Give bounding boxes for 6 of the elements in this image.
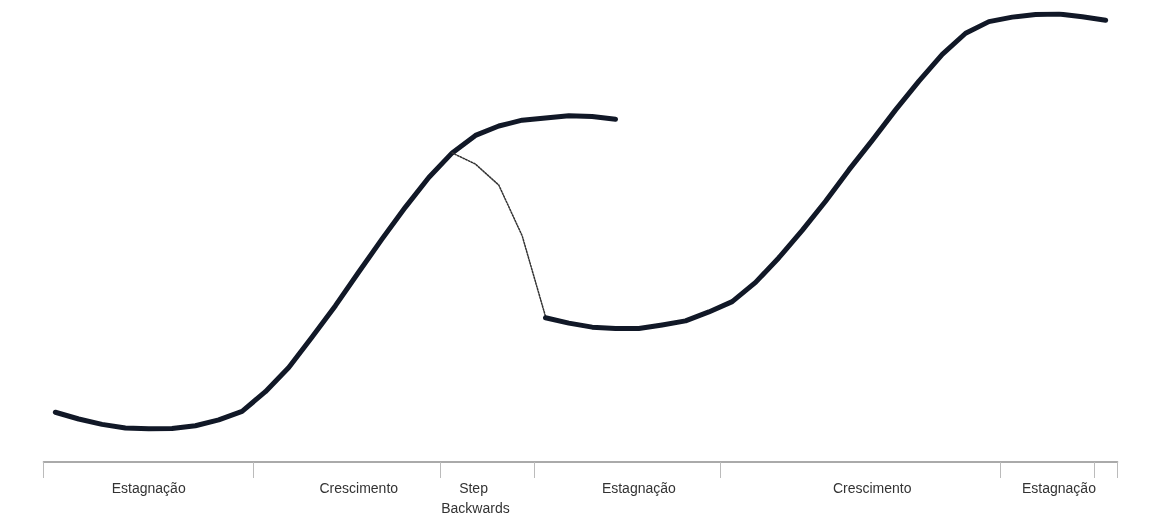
- x-tick-label: Step Backwards: [441, 480, 510, 516]
- x-tick-label: Estagnação: [601, 480, 677, 496]
- x-tick-label: Crescimento: [832, 480, 912, 496]
- x-tick-label: Crescimento: [319, 480, 399, 496]
- x-tick-label: Estagnação: [111, 480, 186, 496]
- x-tick-label: Estagnação: [1021, 480, 1097, 496]
